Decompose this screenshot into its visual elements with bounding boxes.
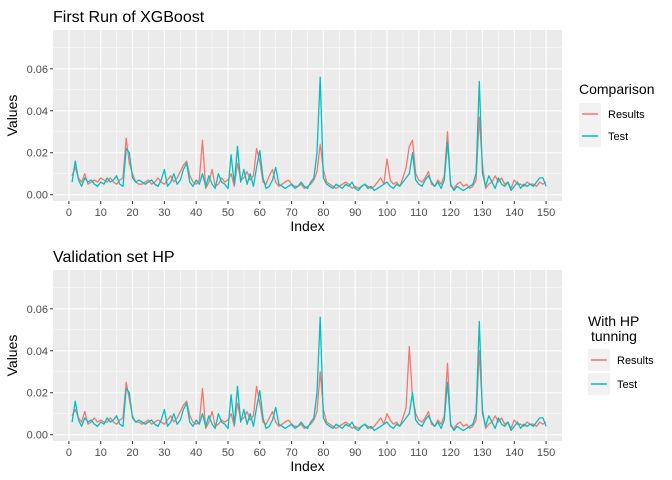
x-tick-label: 90 (349, 207, 361, 219)
legend-label: Results (608, 109, 645, 121)
x-tick-label: 70 (285, 447, 297, 459)
legend-title: With HP (588, 313, 639, 329)
x-tick-label: 50 (222, 447, 234, 459)
x-tick-label: 80 (317, 447, 329, 459)
x-tick-label: 0 (66, 207, 72, 219)
series-line-test (71, 316, 547, 432)
x-tick-label: 40 (190, 207, 202, 219)
x-tick-label: 100 (378, 207, 396, 219)
y-tick-label: 0.02 (27, 148, 48, 160)
y-tick-label: 0.06 (27, 304, 48, 316)
x-tick-label: 30 (158, 447, 170, 459)
x-axis-title: Index (290, 218, 324, 234)
x-tick-label: 140 (505, 447, 523, 459)
x-tick-label: 60 (254, 447, 266, 459)
legend-title: Comparison (579, 81, 654, 97)
x-tick-label: 20 (126, 207, 138, 219)
y-axis-title: Values (4, 335, 20, 377)
x-tick-label: 110 (410, 447, 428, 459)
x-tick-label: 150 (537, 447, 555, 459)
x-tick-label: 120 (441, 207, 459, 219)
y-tick-label: 0.00 (27, 430, 48, 442)
x-tick-label: 50 (222, 207, 234, 219)
x-tick-label: 150 (537, 207, 555, 219)
legend-label: Results (617, 355, 654, 367)
y-axis-title: Values (4, 95, 20, 137)
x-tick-label: 70 (285, 207, 297, 219)
y-tick-label: 0.06 (27, 64, 48, 76)
x-tick-label: 120 (441, 447, 459, 459)
x-tick-label: 60 (254, 207, 266, 219)
legend: Comparison Results Test (579, 81, 654, 147)
chart-title: Validation set HP (53, 249, 175, 266)
x-tick-label: 30 (158, 207, 170, 219)
x-tick-label: 130 (473, 207, 491, 219)
chart-1: First Run of XGBoost 0 10 20 30 40 50 60 70 80 90 1… (4, 9, 654, 234)
x-tick-label: 140 (505, 207, 523, 219)
y-tick-label: 0.04 (27, 346, 48, 358)
x-tick-label: 20 (126, 447, 138, 459)
x-tick-label: 80 (317, 207, 329, 219)
x-tick-label: 110 (410, 207, 428, 219)
x-tick-label: 90 (349, 447, 361, 459)
chart-title: First Run of XGBoost (53, 9, 205, 26)
x-tick-label: 130 (473, 447, 491, 459)
x-tick-label: 0 (66, 447, 72, 459)
chart-2: Validation set HP 0 10 20 30 40 50 60 70 80 90 100 1… (4, 249, 654, 474)
y-tick-label: 0.00 (27, 190, 48, 202)
y-tick-label: 0.04 (27, 106, 48, 118)
legend-label: Test (608, 131, 628, 143)
legend-label: Test (617, 379, 637, 391)
x-tick-label: 10 (95, 207, 107, 219)
y-tick-label: 0.02 (27, 388, 48, 400)
series-line-test (71, 76, 547, 192)
x-tick-label: 100 (378, 447, 396, 459)
x-tick-label: 10 (95, 447, 107, 459)
x-axis-title: Index (290, 458, 324, 474)
legend-title: tunning (591, 328, 637, 344)
x-tick-label: 40 (190, 447, 202, 459)
